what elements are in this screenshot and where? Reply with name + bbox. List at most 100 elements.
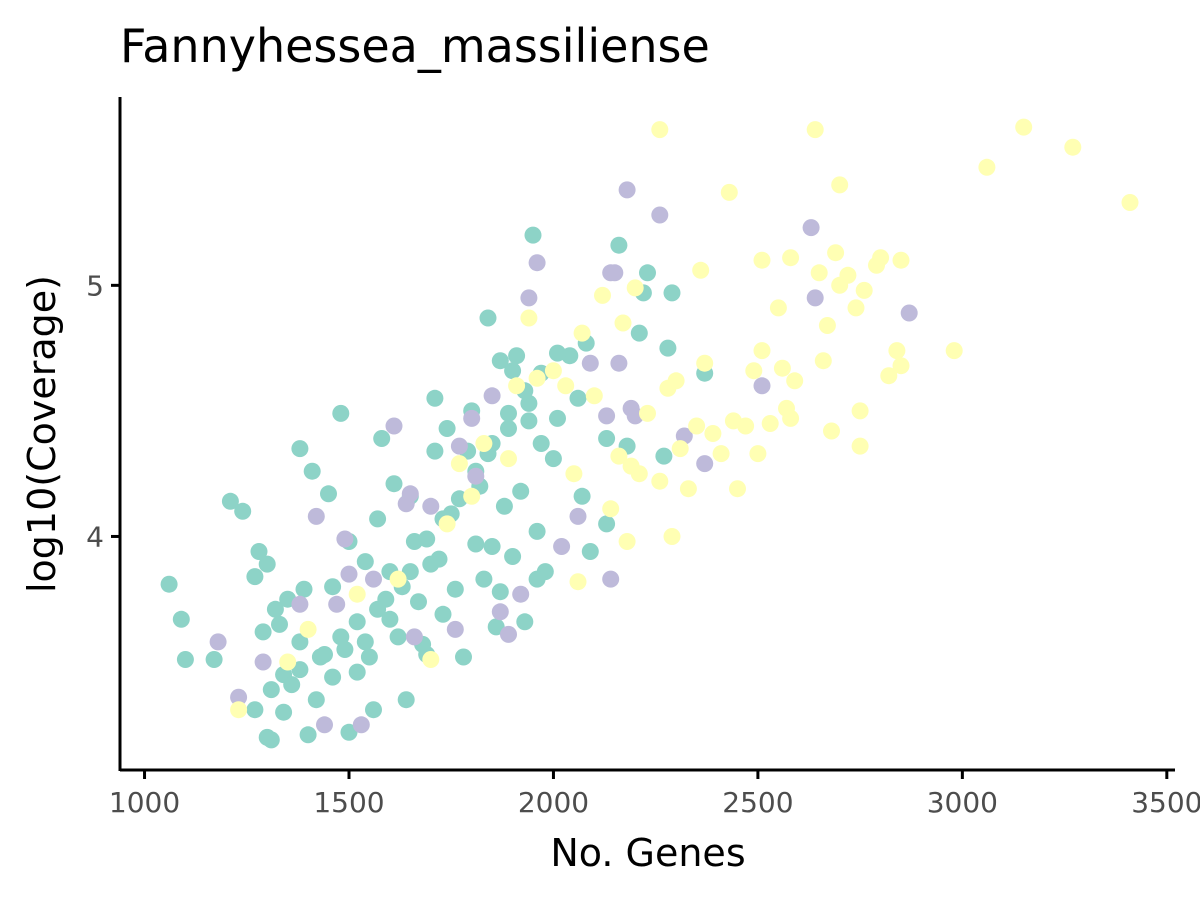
data-point [679,480,697,498]
data-point [818,317,836,334]
data-point [385,417,403,435]
data-point [291,633,309,651]
data-point [549,409,566,427]
data-point [279,653,297,671]
data-point [475,435,493,452]
x-axis-title: No. Genes [550,831,745,875]
data-point [422,497,440,515]
data-point [532,435,550,452]
data-point [872,249,890,267]
data-point [487,618,505,636]
data-point [491,603,509,621]
data-point [332,628,350,646]
data-point [786,372,804,390]
data-point [569,389,587,407]
data-point [630,465,648,483]
data-point [234,502,252,520]
data-point [500,450,517,468]
data-point [544,362,562,380]
data-point [769,299,787,317]
data-point [283,676,301,694]
data-point [410,593,427,611]
data-point [594,286,611,304]
x-tick-label: 3000 [927,786,998,819]
x-axis-ticks: 1000 1500 2000 2500 3000 3500 [109,770,1200,819]
data-point [254,623,272,641]
data-point [463,409,481,427]
data-point [581,543,599,560]
data-point [475,570,493,588]
data-point [291,595,309,613]
data-point [761,415,779,432]
data-point [221,492,239,510]
data-point [340,565,358,583]
data-point [610,236,628,254]
data-point [569,573,587,591]
data-point [422,651,440,668]
data-point [610,447,628,465]
data-point [696,354,714,372]
data-point [271,615,288,633]
data-point [880,367,898,385]
data-point [299,726,317,744]
data-point [176,651,194,668]
data-point [230,701,248,719]
data-point [401,485,419,503]
data-point [348,613,366,631]
data-point [782,409,800,427]
data-point [520,412,538,430]
data-point [892,357,910,375]
data-point [205,651,223,668]
data-point [1064,138,1082,156]
data-point [1121,194,1139,211]
data-point [806,121,824,139]
data-point [320,485,337,503]
data-point [405,628,423,646]
data-point [745,362,763,380]
data-point [839,266,857,284]
x-tick-label: 3500 [1131,786,1200,819]
data-point [348,585,366,603]
data-point [430,550,448,568]
data-point [512,585,530,603]
data-point [614,314,632,332]
data-point [467,467,485,485]
data-point [491,583,509,601]
data-point [426,389,444,407]
data-point [324,668,342,686]
data-point [389,570,407,588]
data-point [348,663,366,681]
data-point [483,387,501,405]
data-point [753,342,771,360]
data-point [978,158,996,176]
data-point [246,701,264,719]
data-point [598,407,616,425]
data-point [373,430,391,447]
data-point [369,510,387,528]
data-point [356,553,374,571]
data-point [667,372,685,390]
data-point [324,578,342,596]
data-point [381,610,399,628]
data-point [720,183,738,201]
data-point [508,377,526,395]
data-point [311,648,329,666]
data-point [528,570,546,588]
data-point [528,254,546,272]
data-point [581,354,599,372]
data-point [389,628,407,646]
data-point [602,570,620,588]
data-point [855,281,873,299]
data-point [618,181,636,199]
data-point [639,264,656,282]
data-point [692,261,710,279]
data-point [651,472,669,490]
data-point [651,206,669,224]
data-point [500,625,517,643]
data-point [626,279,644,297]
chart-title: Fannyhessea_massiliense [120,19,710,73]
x-tick-label: 1500 [313,786,384,819]
data-point [729,480,746,498]
data-point [945,342,963,360]
